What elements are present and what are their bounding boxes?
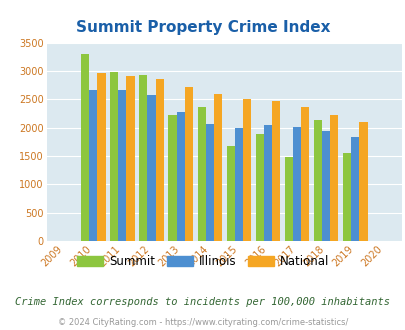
Bar [168, 115, 176, 241]
Bar [350, 137, 358, 241]
Bar [155, 79, 163, 241]
Bar [330, 115, 338, 241]
Bar [184, 87, 192, 241]
Bar [126, 76, 134, 241]
Bar [271, 101, 279, 241]
Bar [284, 157, 292, 241]
Text: Summit Property Crime Index: Summit Property Crime Index [76, 20, 329, 35]
Bar [110, 72, 118, 241]
Text: Crime Index corresponds to incidents per 100,000 inhabitants: Crime Index corresponds to incidents per… [15, 297, 390, 307]
Bar [358, 121, 367, 241]
Bar [139, 75, 147, 241]
Bar [263, 125, 271, 241]
Bar [292, 127, 301, 241]
Bar [226, 147, 234, 241]
Bar [205, 124, 213, 241]
Bar [118, 90, 126, 241]
Text: © 2024 CityRating.com - https://www.cityrating.com/crime-statistics/: © 2024 CityRating.com - https://www.city… [58, 318, 347, 327]
Bar [321, 131, 330, 241]
Bar [197, 107, 205, 241]
Bar [81, 54, 89, 241]
Bar [301, 107, 309, 241]
Bar [97, 74, 105, 241]
Bar [234, 128, 242, 241]
Bar [147, 95, 155, 241]
Bar [313, 120, 321, 241]
Bar [342, 153, 350, 241]
Legend: Summit, Illinois, National: Summit, Illinois, National [72, 250, 333, 273]
Bar [89, 90, 97, 241]
Bar [176, 112, 184, 241]
Bar [242, 99, 250, 241]
Bar [255, 134, 263, 241]
Bar [213, 94, 222, 241]
